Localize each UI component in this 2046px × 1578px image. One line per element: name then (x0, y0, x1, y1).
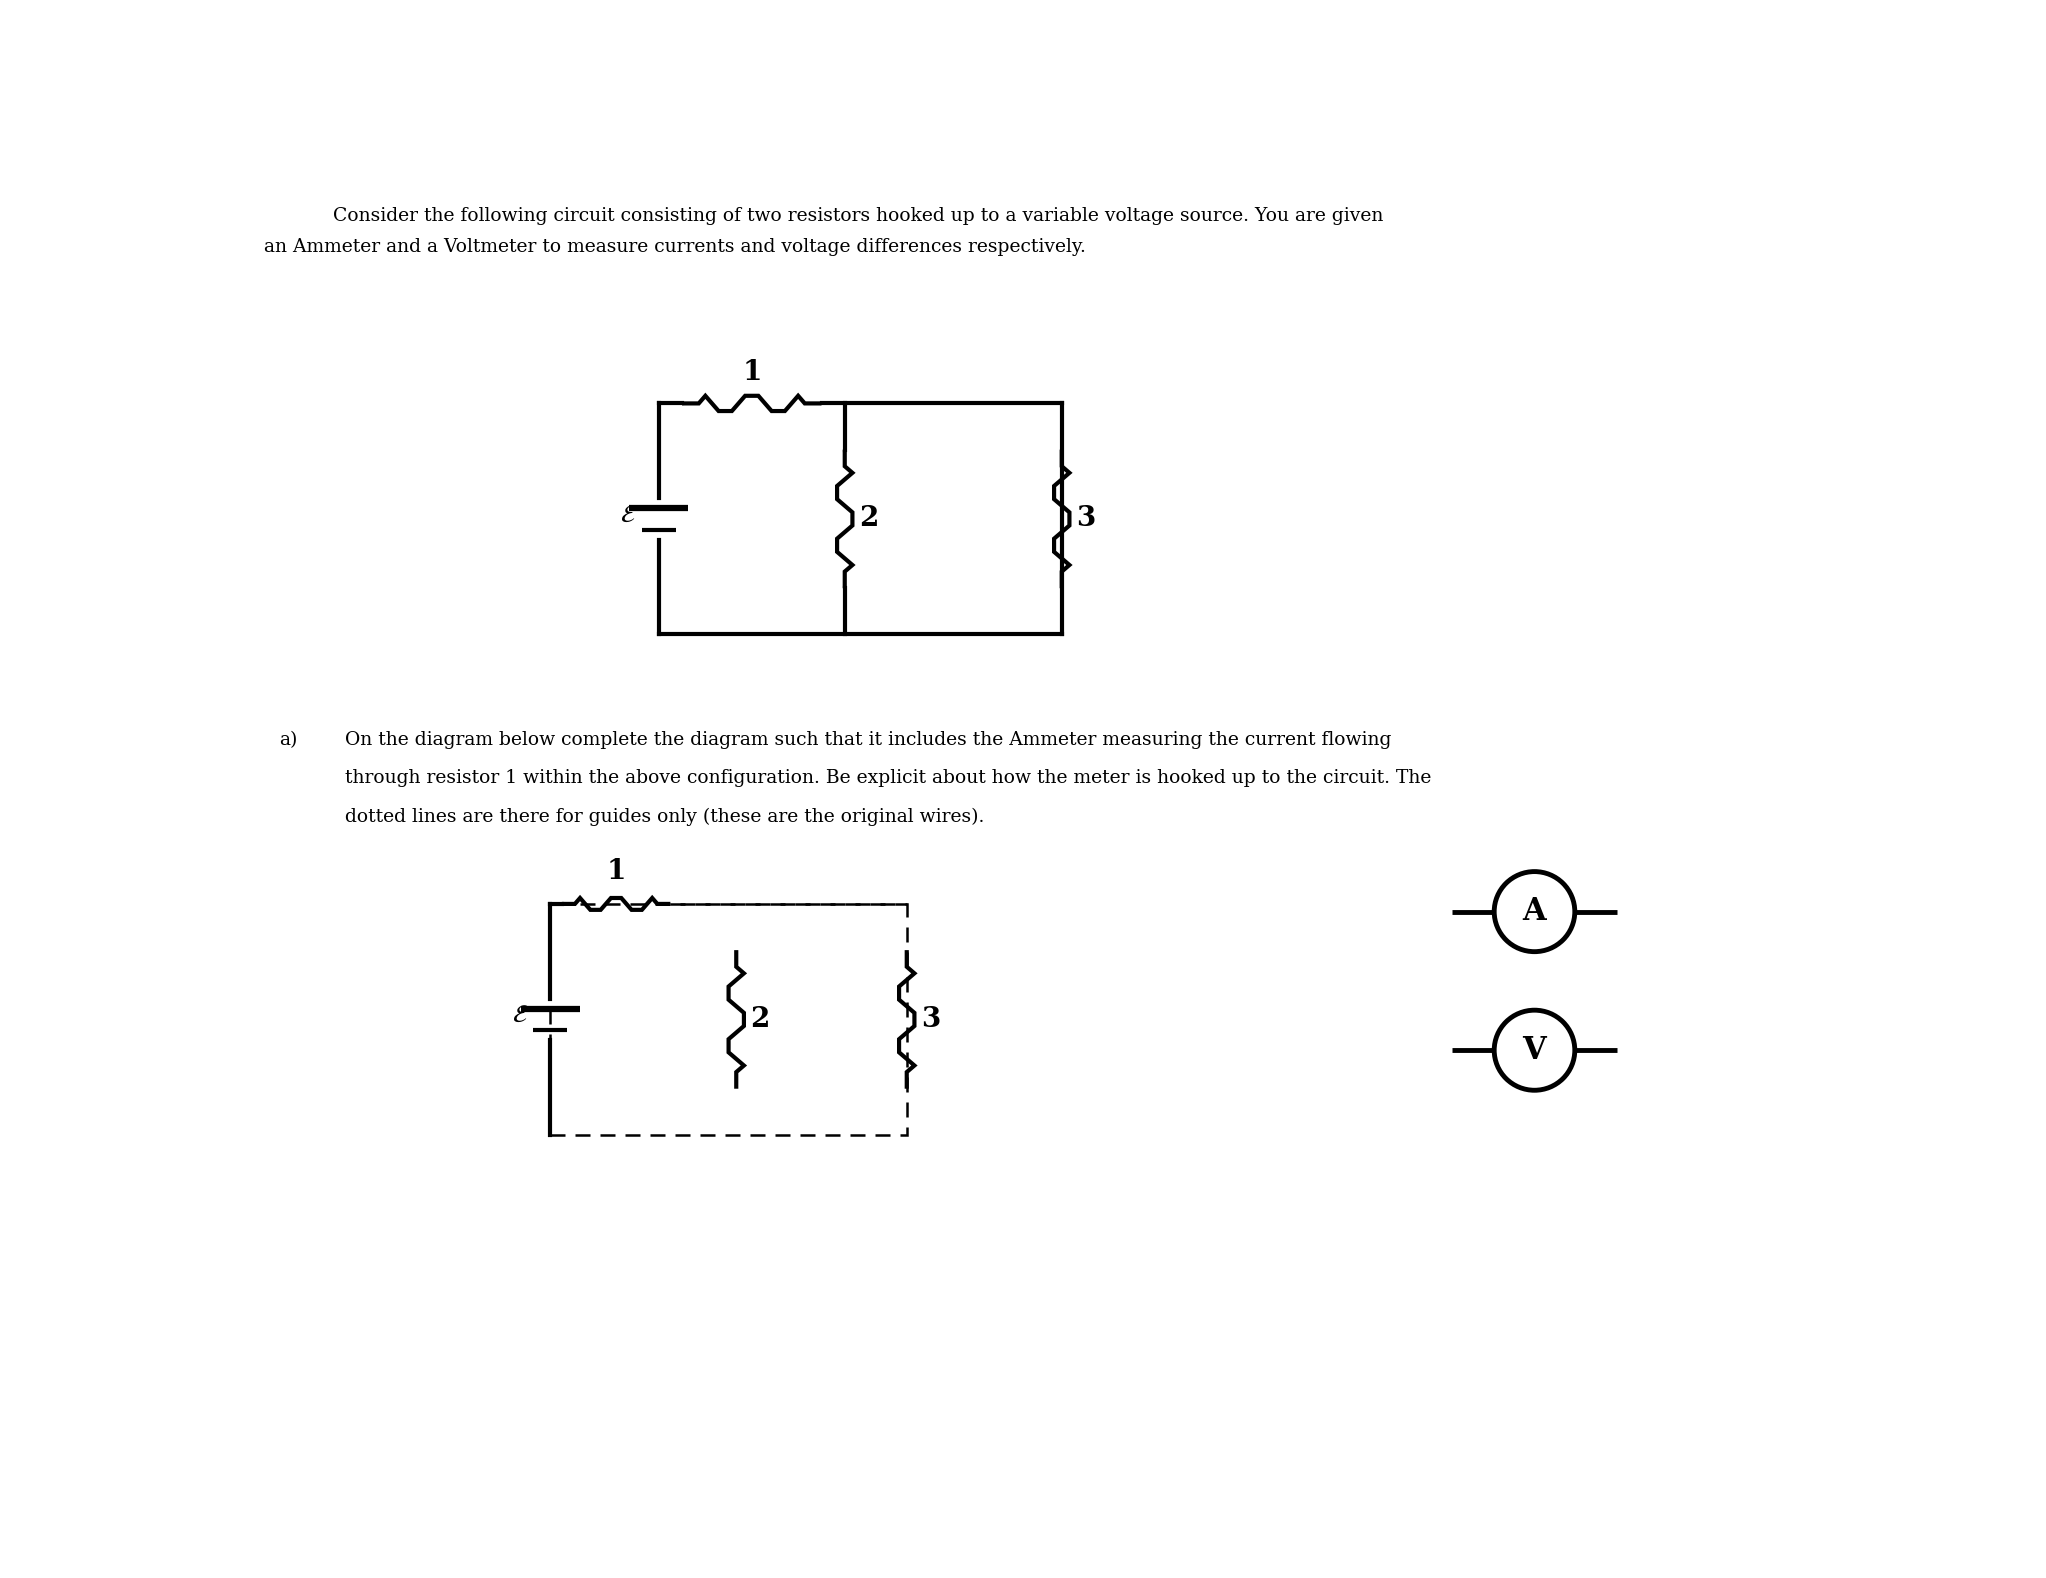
Text: an Ammeter and a Voltmeter to measure currents and voltage differences respectiv: an Ammeter and a Voltmeter to measure cu… (264, 238, 1084, 256)
Text: $\mathcal{E}$: $\mathcal{E}$ (620, 503, 636, 527)
Text: On the diagram below complete the diagram such that it includes the Ammeter meas: On the diagram below complete the diagra… (346, 731, 1391, 748)
Text: $\mathcal{E}$: $\mathcal{E}$ (512, 1004, 528, 1027)
Text: 2: 2 (859, 505, 878, 532)
Text: 2: 2 (751, 1005, 769, 1034)
Text: 1: 1 (743, 360, 761, 387)
Bar (550, 904, 906, 1135)
Text: 1: 1 (606, 858, 626, 885)
Text: 3: 3 (1076, 505, 1095, 532)
Text: 3: 3 (921, 1005, 939, 1034)
Text: A: A (1522, 896, 1547, 928)
Text: V: V (1522, 1035, 1547, 1065)
Text: dotted lines are there for guides only (these are the original wires).: dotted lines are there for guides only (… (346, 808, 984, 825)
Text: Consider the following circuit consisting of two resistors hooked up to a variab: Consider the following circuit consistin… (333, 207, 1383, 226)
Text: a): a) (278, 731, 297, 748)
Text: through resistor 1 within the above configuration. Be explicit about how the met: through resistor 1 within the above conf… (346, 768, 1432, 787)
